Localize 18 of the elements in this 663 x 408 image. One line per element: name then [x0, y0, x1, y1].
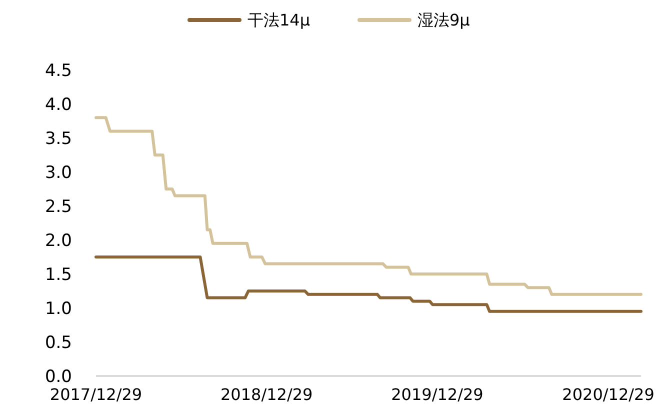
y-tick-label: 4.5	[44, 60, 72, 81]
x-tick-label: 2017/12/29	[50, 385, 142, 404]
y-tick-label: 2.5	[44, 196, 72, 217]
legend-label: 干法14μ	[248, 10, 310, 30]
y-tick-label: 4.0	[44, 94, 72, 115]
y-tick-label: 3.5	[44, 128, 72, 149]
x-tick-label: 2019/12/29	[391, 385, 484, 404]
x-tick-label: 2018/12/29	[220, 385, 313, 404]
y-tick-label: 3.0	[44, 162, 72, 183]
line-series	[94, 256, 642, 313]
y-tick-label: 1.0	[44, 298, 72, 319]
y-tick-label: 0.0	[44, 366, 72, 387]
legend-label: 湿法9μ	[418, 10, 470, 30]
y-tick-label: 2.0	[44, 230, 72, 251]
line-series	[94, 116, 642, 296]
y-tick-label: 0.5	[44, 332, 72, 353]
x-tick-label: 2020/12/29	[562, 385, 654, 404]
y-tick-label: 1.5	[44, 264, 72, 285]
